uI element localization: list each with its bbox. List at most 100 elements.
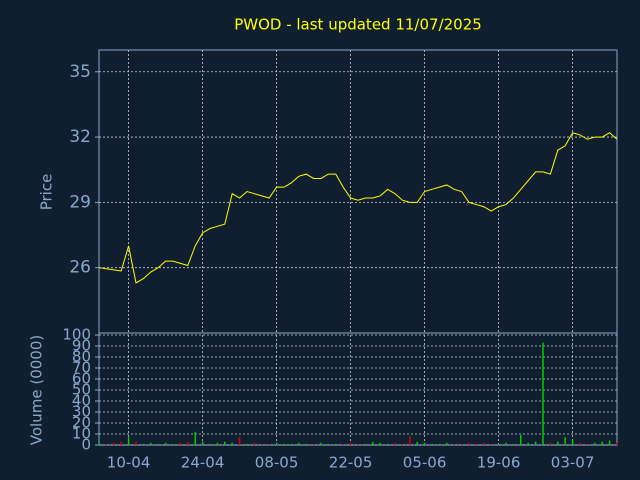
volume-bar	[579, 442, 581, 445]
volume-bar	[290, 443, 293, 445]
y-tick-label: 90	[72, 337, 91, 355]
x-tick-label: 22-05	[329, 454, 373, 472]
volume-bar	[394, 442, 396, 445]
volume-bar	[283, 443, 285, 445]
volume-bar	[261, 443, 263, 445]
y-tick-label: 26	[69, 258, 91, 278]
volume-bar	[423, 442, 426, 445]
volume-bar	[105, 443, 108, 445]
volume-bar	[113, 442, 115, 445]
y-tick-label: 0	[81, 436, 91, 454]
volume-bar	[586, 443, 589, 445]
price-line	[98, 132, 618, 284]
volume-bar	[616, 442, 618, 445]
volume-bar	[542, 342, 544, 445]
volume-bar	[372, 441, 374, 445]
volume-bar	[357, 443, 359, 445]
volume-bar	[164, 442, 167, 445]
y-tick-label: 100	[62, 326, 91, 344]
y-tick-label: 20	[72, 414, 91, 432]
x-tick-label: 08-05	[255, 454, 299, 472]
volume-bar	[453, 443, 455, 445]
x-tick-label: 19-06	[477, 454, 521, 472]
volume-bar	[172, 443, 174, 445]
volume-bar	[534, 441, 537, 445]
y-tick-label: 32	[69, 127, 91, 147]
volume-bar	[416, 441, 418, 445]
volume-bar	[349, 442, 352, 445]
volume-bar	[520, 435, 522, 445]
volume-bar	[475, 443, 478, 445]
volume-bar	[379, 442, 381, 445]
x-tick-label: 05-06	[403, 454, 447, 472]
volume-bar	[224, 441, 226, 445]
volume-bar	[98, 442, 100, 445]
y-tick-label: 70	[72, 359, 91, 377]
volume-bar	[483, 442, 485, 445]
volume-bar	[187, 441, 189, 445]
volume-bar	[564, 437, 566, 445]
volume-bar	[127, 437, 130, 445]
volume-bar	[312, 443, 315, 445]
volume-bar	[201, 441, 204, 445]
volume-bar	[194, 431, 196, 445]
volume-bar	[320, 442, 322, 445]
y-axis-label: Price	[38, 174, 56, 211]
volume-bar	[601, 441, 603, 445]
volume-bar	[268, 443, 270, 445]
y-tick-label: 35	[69, 62, 91, 82]
volume-bar	[157, 443, 159, 445]
x-tick-label: 10-04	[107, 454, 151, 472]
y-tick-label: 30	[72, 403, 91, 421]
volume-bar	[216, 442, 219, 445]
volume-bar	[120, 441, 122, 445]
volume-bar	[527, 442, 529, 445]
volume-bar	[409, 436, 411, 445]
volume-bar	[246, 443, 248, 445]
volume-bar	[571, 439, 574, 445]
volume-bar	[438, 443, 441, 445]
volume-bar	[549, 442, 552, 445]
volume-bar	[608, 440, 611, 445]
volume-bar	[446, 442, 448, 445]
volume-bar	[431, 443, 433, 445]
volume-bar	[305, 443, 307, 445]
volume-bar	[364, 443, 367, 445]
volume-bar	[238, 437, 241, 445]
volume-bar	[490, 443, 492, 445]
volume-bar	[135, 441, 137, 445]
volume-bar	[179, 442, 182, 445]
x-tick-label: 24-04	[181, 454, 225, 472]
y-tick-label: 40	[72, 392, 91, 410]
volume-bar	[327, 443, 330, 445]
y-tick-label: 80	[72, 348, 91, 366]
volume-bar	[342, 443, 344, 445]
volume-bar	[298, 442, 300, 445]
volume-bar	[594, 442, 596, 445]
volume-bar	[386, 443, 389, 445]
volume-bar	[401, 443, 404, 445]
volume-bar	[209, 443, 211, 445]
volume-bar	[468, 442, 470, 445]
y-tick-label: 10	[72, 425, 91, 443]
volume-bar	[460, 443, 463, 445]
volume-bar	[505, 442, 507, 445]
volume-bar	[497, 443, 500, 445]
y-tick-label: 50	[72, 381, 91, 399]
volume-bar	[142, 443, 145, 445]
x-tick-label: 03-07	[551, 454, 595, 472]
volume-bar	[253, 442, 256, 445]
volume-bar	[335, 443, 337, 445]
volume-bar	[512, 443, 515, 445]
y-axis-label: Volume (0000)	[28, 335, 46, 445]
y-tick-label: 60	[72, 370, 91, 388]
volume-bar	[275, 442, 278, 445]
volume-bar	[557, 441, 559, 445]
y-tick-label: 29	[69, 192, 91, 212]
chart-title: PWOD - last updated 11/07/2025	[234, 16, 482, 34]
volume-bar	[231, 442, 233, 445]
volume-bar	[150, 442, 152, 445]
